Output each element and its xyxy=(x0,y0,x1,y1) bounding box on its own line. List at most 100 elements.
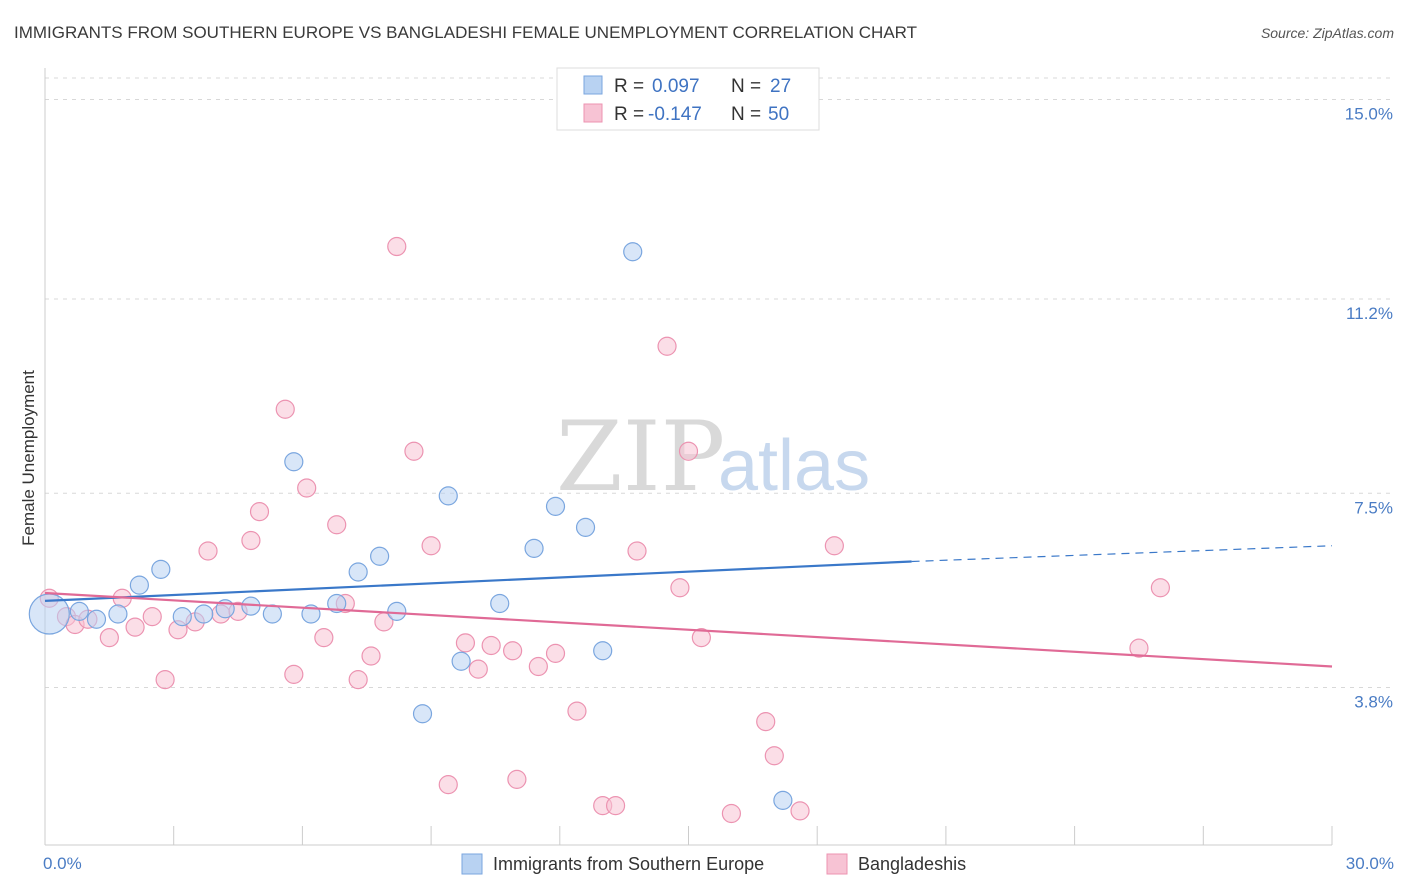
x-tick-label-0: 0.0% xyxy=(43,854,82,873)
y-axis-label: Female Unemployment xyxy=(19,370,38,546)
series-bangladeshis-points xyxy=(39,236,1171,824)
southern-europe-point-2 xyxy=(86,609,107,629)
southern-europe-point-17 xyxy=(412,704,433,724)
bangladeshis-point-33 xyxy=(507,769,527,789)
trend-line-southern-europe xyxy=(44,560,912,602)
y-tick-label-3: 15.0% xyxy=(1345,105,1393,124)
x-tick-label-1: 30.0% xyxy=(1346,854,1394,873)
southern-europe-point-16 xyxy=(387,601,407,621)
bottom-legend-swatch-pink xyxy=(826,853,848,875)
bangladeshis-point-26 xyxy=(404,441,424,461)
watermark-zip: ZIP xyxy=(556,401,725,513)
bangladeshis-point-20 xyxy=(327,515,347,535)
bangladeshis-point-42 xyxy=(678,441,699,461)
southern-europe-point-23 xyxy=(575,517,596,537)
southern-europe-point-10 xyxy=(262,604,282,624)
bangladeshis-point-43 xyxy=(691,628,711,648)
x-tick-labels: 0.0% 30.0% xyxy=(43,854,1394,873)
southern-europe-point-18 xyxy=(438,486,458,506)
bottom-legend-swatch-blue xyxy=(461,853,483,875)
bangladeshis-point-15 xyxy=(249,502,270,522)
bangladeshis-point-38 xyxy=(605,796,626,816)
legend-r-value-1: 0.097 xyxy=(652,76,700,97)
y-tick-label-0: 3.8% xyxy=(1354,693,1393,712)
bangladeshis-point-16 xyxy=(275,399,295,419)
bottom-legend: Immigrants from Southern Europe Banglade… xyxy=(461,853,966,875)
bangladeshis-point-18 xyxy=(297,478,317,498)
bangladeshis-point-17 xyxy=(284,664,304,684)
grid-lines xyxy=(45,77,1392,688)
southern-europe-point-4 xyxy=(129,575,149,595)
watermark: ZIP atlas xyxy=(556,401,870,513)
southern-europe-point-26 xyxy=(773,790,793,810)
bottom-legend-label-blue: Immigrants from Southern Europe xyxy=(493,854,764,874)
bangladeshis-point-7 xyxy=(142,607,162,627)
bangladeshis-point-30 xyxy=(468,659,488,679)
bangladeshis-point-34 xyxy=(528,656,548,677)
bangladeshis-point-50 xyxy=(1150,578,1171,598)
y-tick-labels: 3.8% 7.5% 11.2% 15.0% xyxy=(1345,105,1393,712)
chart-source: Source: ZipAtlas.com xyxy=(1261,25,1394,41)
southern-europe-point-21 xyxy=(524,538,544,558)
southern-europe-point-25 xyxy=(623,242,643,262)
legend-r-value-2: -0.147 xyxy=(648,104,702,125)
bangladeshis-point-39 xyxy=(627,541,647,561)
bangladeshis-point-44 xyxy=(721,803,742,824)
bangladeshis-point-28 xyxy=(438,775,458,795)
bangladeshis-point-29 xyxy=(455,633,476,653)
legend-n-label-2: N = xyxy=(731,104,761,125)
bangladeshis-point-8 xyxy=(155,670,175,690)
bangladeshis-point-45 xyxy=(756,712,776,732)
legend-r-label-1: R = xyxy=(614,76,644,97)
series-southern-europe-points xyxy=(28,242,793,810)
southern-europe-point-1 xyxy=(69,601,89,621)
bangladeshis-point-35 xyxy=(545,643,566,663)
southern-europe-point-3 xyxy=(108,604,128,624)
y-tick-label-1: 7.5% xyxy=(1354,498,1393,517)
trend-line-bangladeshis xyxy=(44,591,1333,668)
legend-swatch-pink xyxy=(583,103,603,123)
bangladeshis-point-4 xyxy=(99,628,119,648)
bangladeshis-point-25 xyxy=(387,236,407,257)
bangladeshis-point-31 xyxy=(481,635,501,656)
legend-swatch-blue xyxy=(583,75,603,95)
legend-r-label-2: R = xyxy=(614,104,644,125)
bangladeshis-point-11 xyxy=(198,541,218,561)
watermark-atlas: atlas xyxy=(718,426,870,506)
legend-n-value-2: 50 xyxy=(768,104,789,125)
bangladeshis-point-47 xyxy=(790,801,810,821)
southern-europe-point-6 xyxy=(172,607,192,627)
trend-line-southern-europe-extension xyxy=(911,545,1333,563)
y-tick-label-2: 11.2% xyxy=(1346,304,1393,323)
southern-europe-point-11 xyxy=(284,452,304,472)
southern-europe-point-13 xyxy=(327,593,347,614)
trend-lines xyxy=(44,545,1333,668)
bangladeshis-point-32 xyxy=(503,641,523,661)
bangladeshis-point-23 xyxy=(361,646,381,666)
bottom-legend-label-pink: Bangladeshis xyxy=(858,854,966,874)
southern-europe-point-7 xyxy=(194,604,214,624)
bangladeshis-point-46 xyxy=(764,746,784,766)
legend-n-label-1: N = xyxy=(731,76,761,97)
bangladeshis-point-14 xyxy=(241,530,261,551)
stats-legend: R = 0.097 N = 27 R = -0.147 N = 50 xyxy=(556,67,820,131)
legend-n-value-1: 27 xyxy=(770,76,791,97)
southern-europe-point-19 xyxy=(451,651,471,671)
bangladeshis-point-48 xyxy=(824,536,844,556)
x-axis-ticks xyxy=(44,826,1333,845)
chart-title: IMMIGRANTS FROM SOUTHERN EUROPE VS BANGL… xyxy=(14,23,917,42)
southern-europe-point-5 xyxy=(151,559,171,579)
bangladeshis-point-41 xyxy=(670,578,690,598)
southern-europe-point-24 xyxy=(593,641,613,661)
southern-europe-point-14 xyxy=(348,562,368,582)
bangladeshis-point-40 xyxy=(657,336,677,356)
southern-europe-point-22 xyxy=(545,496,566,516)
southern-europe-point-20 xyxy=(490,593,510,614)
bangladeshis-point-19 xyxy=(314,628,334,648)
bangladeshis-point-6 xyxy=(125,617,145,637)
bangladeshis-point-36 xyxy=(567,701,587,721)
bangladeshis-point-27 xyxy=(421,536,441,556)
southern-europe-point-15 xyxy=(370,546,390,566)
bangladeshis-point-49 xyxy=(1129,638,1149,658)
